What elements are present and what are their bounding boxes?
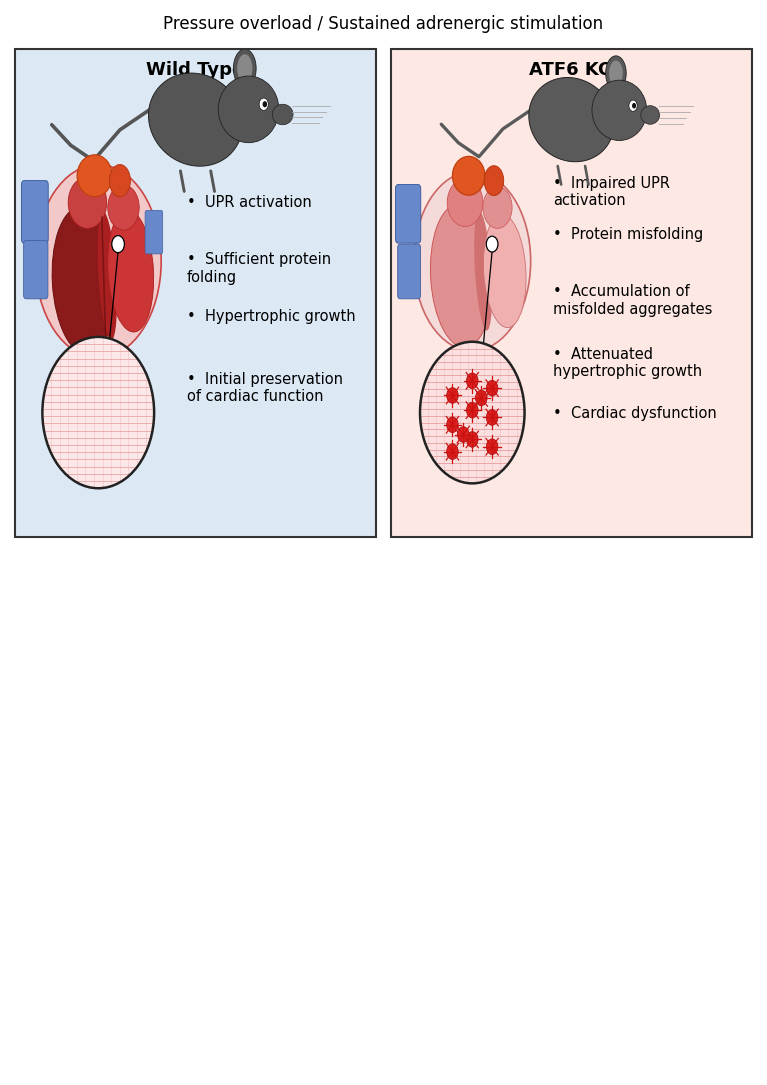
- Ellipse shape: [453, 156, 485, 195]
- Text: •  Sufficient protein
folding: • Sufficient protein folding: [186, 253, 331, 285]
- Ellipse shape: [68, 177, 107, 228]
- Text: •  Protein misfolding: • Protein misfolding: [553, 227, 703, 242]
- Ellipse shape: [110, 165, 130, 196]
- Circle shape: [457, 426, 469, 443]
- Ellipse shape: [483, 215, 526, 328]
- Text: •  Accumulation of
misfolded aggregates: • Accumulation of misfolded aggregates: [553, 284, 713, 317]
- Circle shape: [466, 403, 478, 418]
- FancyBboxPatch shape: [396, 184, 421, 243]
- Circle shape: [262, 101, 267, 107]
- Circle shape: [476, 391, 487, 406]
- Ellipse shape: [447, 179, 483, 227]
- Ellipse shape: [237, 54, 252, 82]
- Ellipse shape: [107, 210, 153, 332]
- Circle shape: [259, 98, 268, 111]
- Circle shape: [629, 100, 637, 112]
- Circle shape: [446, 444, 458, 459]
- Circle shape: [112, 235, 124, 253]
- Circle shape: [486, 237, 498, 252]
- Text: •  Attenuated
hypertrophic growth: • Attenuated hypertrophic growth: [553, 347, 703, 379]
- Text: ATF6 KO: ATF6 KO: [529, 61, 614, 79]
- Text: •  Hypertrophic growth: • Hypertrophic growth: [186, 308, 355, 323]
- Circle shape: [466, 373, 478, 388]
- Ellipse shape: [233, 49, 256, 88]
- Ellipse shape: [640, 105, 660, 125]
- Ellipse shape: [149, 73, 242, 166]
- Circle shape: [420, 342, 525, 484]
- Text: •  Impaired UPR
activation: • Impaired UPR activation: [553, 176, 670, 208]
- FancyBboxPatch shape: [21, 180, 48, 243]
- Text: •  Initial preservation
of cardiac function: • Initial preservation of cardiac functi…: [186, 372, 343, 405]
- Text: Pressure overload / Sustained adrenergic stimulation: Pressure overload / Sustained adrenergic…: [163, 15, 604, 34]
- Ellipse shape: [97, 212, 117, 340]
- Ellipse shape: [474, 212, 492, 331]
- FancyBboxPatch shape: [24, 241, 48, 298]
- Ellipse shape: [77, 155, 112, 196]
- Circle shape: [632, 103, 636, 109]
- Ellipse shape: [219, 76, 279, 143]
- Ellipse shape: [484, 166, 504, 195]
- Circle shape: [486, 410, 498, 425]
- Ellipse shape: [35, 165, 161, 358]
- Ellipse shape: [52, 207, 116, 355]
- Text: •  Cardiac dysfunction: • Cardiac dysfunction: [553, 406, 717, 421]
- Text: •  UPR activation: • UPR activation: [186, 195, 311, 210]
- Circle shape: [446, 417, 458, 433]
- Ellipse shape: [609, 61, 623, 86]
- Ellipse shape: [483, 187, 512, 229]
- Ellipse shape: [107, 184, 140, 230]
- Ellipse shape: [592, 80, 647, 140]
- Ellipse shape: [414, 171, 531, 350]
- Text: Wild Type: Wild Type: [146, 61, 245, 79]
- FancyBboxPatch shape: [145, 210, 163, 254]
- Ellipse shape: [430, 204, 492, 347]
- Circle shape: [42, 336, 154, 488]
- Circle shape: [466, 432, 478, 447]
- FancyBboxPatch shape: [397, 244, 420, 298]
- Ellipse shape: [272, 104, 293, 125]
- Ellipse shape: [528, 77, 614, 162]
- Ellipse shape: [606, 55, 626, 91]
- Circle shape: [446, 387, 458, 404]
- Circle shape: [486, 381, 498, 396]
- Circle shape: [486, 439, 498, 455]
